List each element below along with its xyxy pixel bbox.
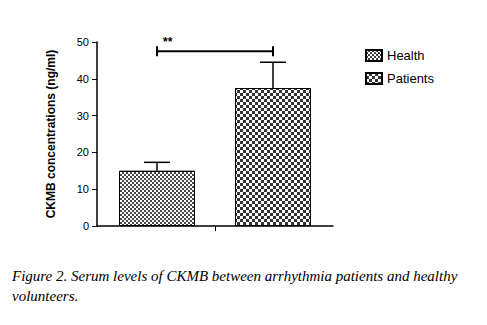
svg-text:10: 10 [77,183,89,195]
svg-text:30: 30 [77,110,89,122]
svg-text:Health: Health [387,48,425,63]
svg-text:40: 40 [77,73,89,85]
svg-text:CKMB concentrations (ng/ml): CKMB concentrations (ng/ml) [44,50,58,219]
svg-text:Patients: Patients [387,71,434,86]
svg-text:**: ** [163,35,173,49]
svg-text:volunteers.: volunteers. [12,288,78,304]
svg-text:Figure 2. Serum levels of CKMB: Figure 2. Serum levels of CKMB between a… [11,268,461,284]
svg-text:50: 50 [77,36,89,48]
svg-text:0: 0 [83,220,89,232]
svg-text:20: 20 [77,146,89,158]
